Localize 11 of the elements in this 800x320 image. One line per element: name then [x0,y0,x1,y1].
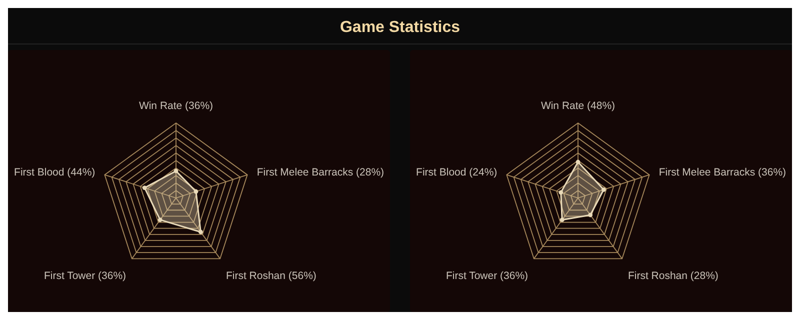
spoke-label: Win Rate (36%) [138,100,214,112]
spoke-label: First Tower (36%) [446,270,528,282]
spoke-label: First Melee Barracks (28%) [256,166,384,179]
spoke-label: First Tower (36%) [44,270,126,282]
spoke-label: First Blood (44%) [14,166,96,179]
spoke-label: First Roshan (28%) [628,270,718,282]
spoke-label: First Melee Barracks (36%) [658,166,786,179]
spoke-label: First Blood (24%) [416,166,498,179]
chart-title: Game Statistics [340,19,460,36]
spoke-label: Win Rate (48%) [540,100,616,112]
spoke-label: First Roshan (56%) [226,270,316,282]
